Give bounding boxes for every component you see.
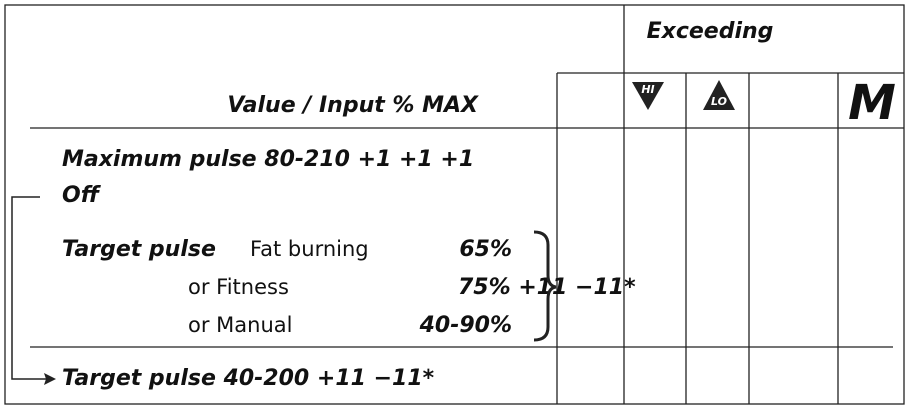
lo-label: LO: [711, 95, 727, 108]
lo-icon: [703, 80, 735, 110]
fitness: or Fitness: [188, 275, 289, 299]
max-pulse: Maximum pulse 80-210 +1 +1 +1: [62, 147, 474, 172]
fat-burning-value: 65%: [459, 237, 512, 262]
table-border: [4, 4, 905, 405]
target-pulse-range: Target pulse 40-200 +11 −11*: [62, 366, 435, 391]
arrow-head: [44, 373, 56, 385]
bracket: [11, 196, 52, 380]
off: Off: [62, 183, 102, 208]
manual: or Manual: [188, 313, 292, 337]
manual-value: 40-90%: [419, 313, 512, 338]
hi-icon: [632, 82, 664, 110]
mode-label: M: [848, 75, 896, 131]
brace: [533, 230, 557, 342]
column-title: Value / Input % MAX: [227, 93, 479, 118]
target-pulse: Target pulse: [62, 237, 216, 262]
group-title: Exceeding: [647, 19, 774, 44]
fat-burning: Fat burning: [250, 237, 369, 261]
hi-label: HI: [641, 83, 654, 96]
